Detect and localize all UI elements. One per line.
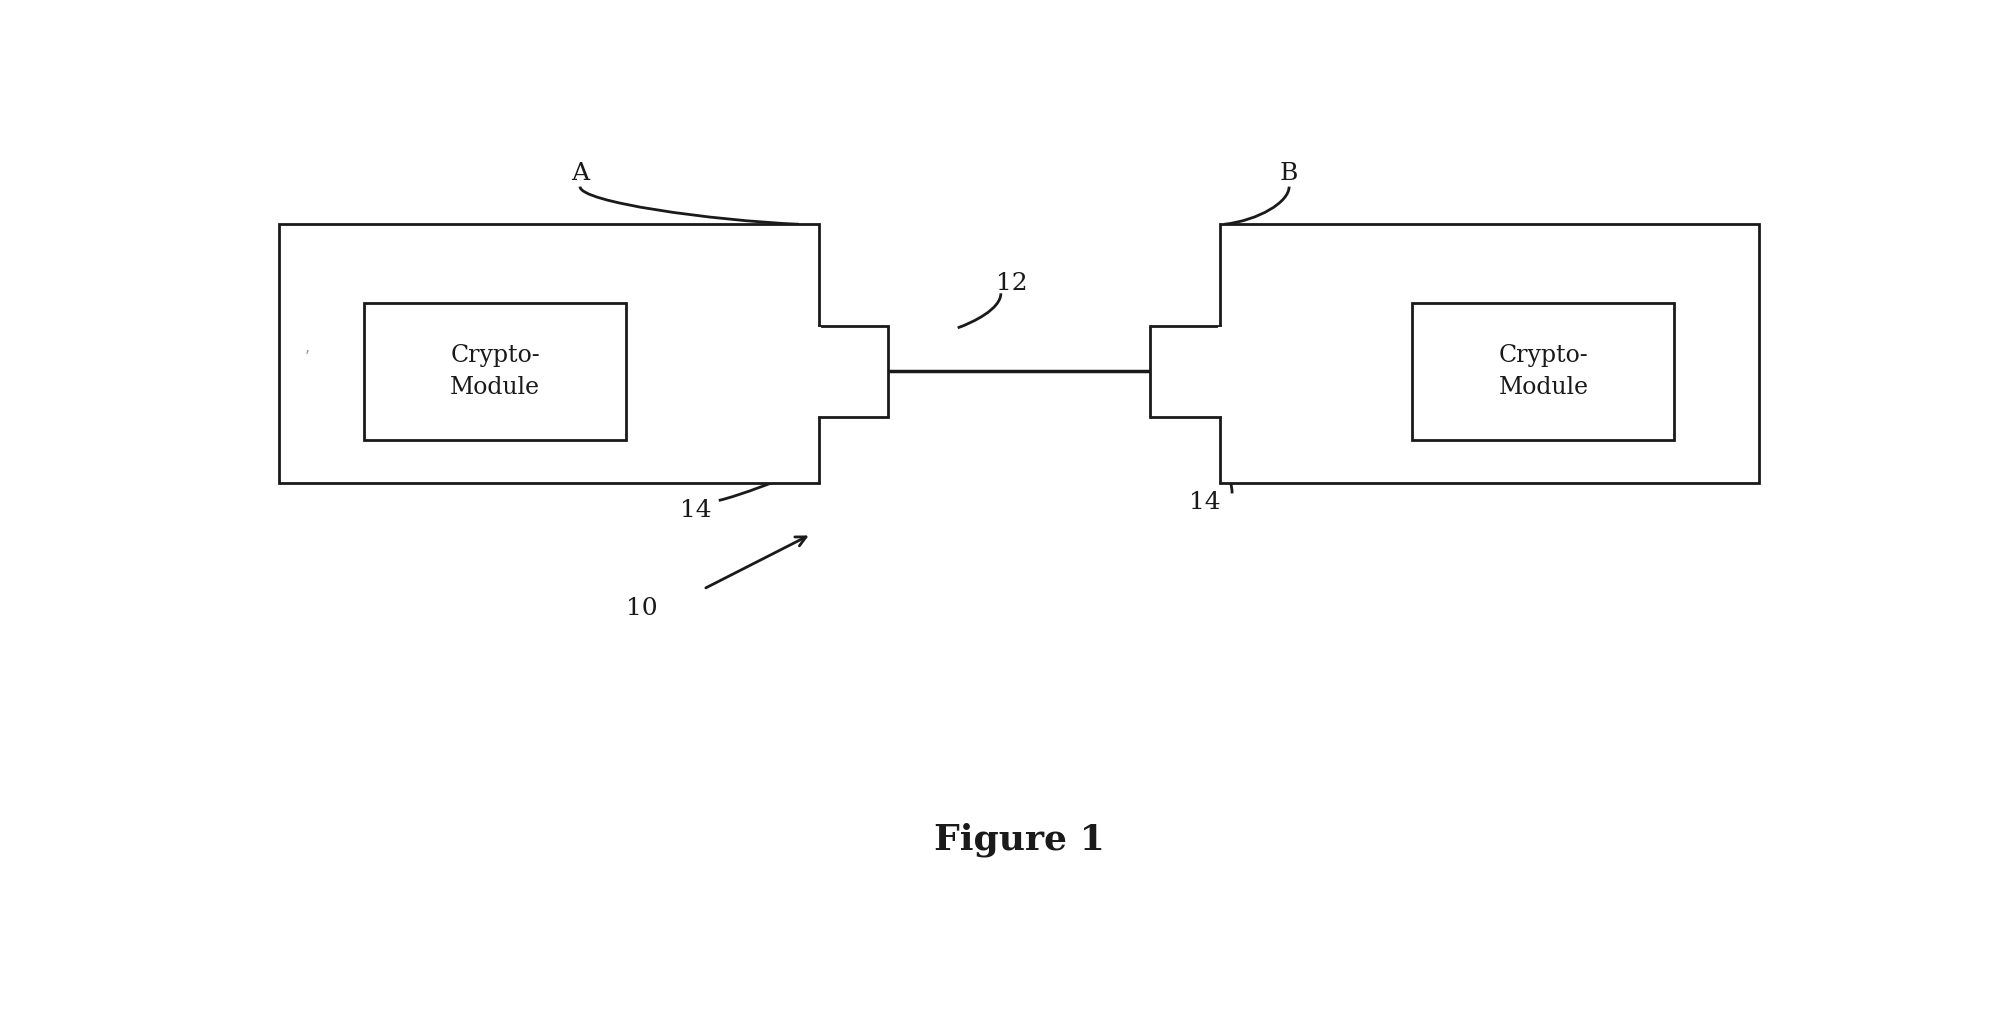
Text: 14: 14 [680,499,712,522]
Text: B: B [1281,162,1299,184]
Bar [1150,326,1219,417]
Text: A: A [571,162,589,184]
Text: Crypto-
Module: Crypto- Module [450,343,541,398]
Bar [1412,303,1675,440]
Bar [1219,224,1758,483]
Text: 12: 12 [996,272,1028,294]
Text: Crypto-
Module: Crypto- Module [1498,343,1589,398]
Bar [278,224,819,483]
Text: 14: 14 [1189,491,1219,515]
Text: Figure 1: Figure 1 [935,823,1104,857]
Text: ʼ: ʼ [304,351,310,365]
Bar [819,326,889,417]
Text: 10: 10 [627,597,658,621]
Bar [364,303,627,440]
